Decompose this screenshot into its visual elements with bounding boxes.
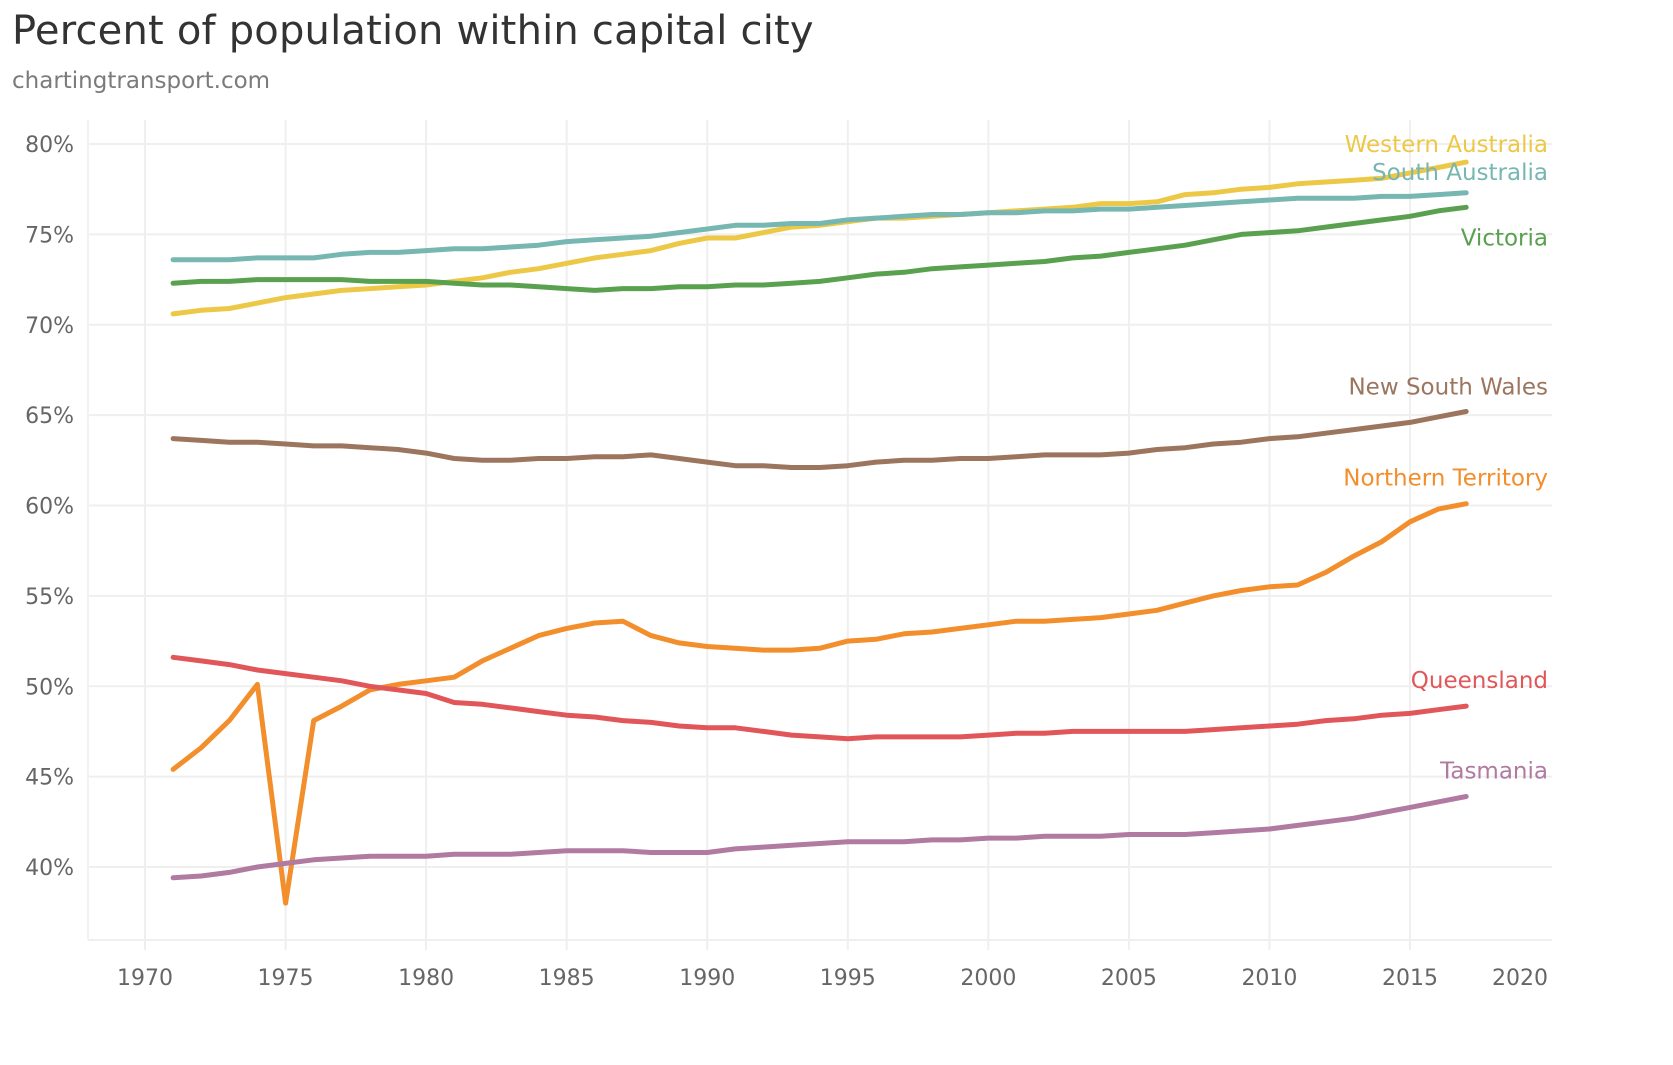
x-tick-label: 2000 bbox=[960, 966, 1016, 991]
x-tick-label: 1980 bbox=[398, 966, 454, 991]
y-tick-label: 45% bbox=[25, 766, 74, 791]
x-tick-label: 2010 bbox=[1241, 966, 1297, 991]
series-line-tasmania bbox=[170, 794, 1469, 881]
x-tick-label: 2015 bbox=[1382, 966, 1438, 991]
series-label-tasmania: Tasmania bbox=[1439, 759, 1548, 785]
series-lines bbox=[170, 159, 1469, 906]
y-tick-label: 55% bbox=[25, 585, 74, 610]
y-tick-label: 80% bbox=[25, 133, 74, 158]
series-line-new-south-wales bbox=[170, 409, 1469, 470]
series-line-victoria bbox=[170, 204, 1469, 293]
x-tick-label: 1995 bbox=[820, 966, 876, 991]
y-tick-label: 40% bbox=[25, 856, 74, 881]
chart-title: Percent of population within capital cit… bbox=[12, 8, 814, 54]
x-tick-label: 2020 bbox=[1492, 966, 1548, 991]
x-tick-label: 1985 bbox=[539, 966, 595, 991]
y-axis: 40% 45% 50% 55% 60% 65% 70% 75% 80% bbox=[25, 133, 74, 881]
y-tick-label: 65% bbox=[25, 404, 74, 429]
x-tick-label: 1990 bbox=[679, 966, 735, 991]
x-tick-label: 2005 bbox=[1101, 966, 1157, 991]
x-tick-label: 1975 bbox=[258, 966, 314, 991]
y-tick-label: 50% bbox=[25, 675, 74, 700]
series-line-queensland bbox=[170, 654, 1469, 742]
series-label-western-australia: Western Australia bbox=[1345, 132, 1548, 158]
series-label-south-australia: South Australia bbox=[1372, 160, 1548, 186]
gridlines bbox=[87, 120, 1552, 950]
y-tick-label: 60% bbox=[25, 495, 74, 520]
y-tick-label: 75% bbox=[25, 223, 74, 248]
y-tick-label: 70% bbox=[25, 314, 74, 339]
series-label-northern-territory: Northern Territory bbox=[1343, 466, 1548, 492]
x-tick-label: 1970 bbox=[117, 966, 173, 991]
series-line-western-australia bbox=[170, 159, 1469, 317]
series-line-south-australia bbox=[170, 190, 1469, 263]
series-label-victoria: Victoria bbox=[1461, 225, 1548, 251]
chart-subtitle: chartingtransport.com bbox=[12, 68, 271, 94]
x-axis: 1970 1975 1980 1985 1990 1995 2000 2005 2010 2015… bbox=[117, 966, 1548, 991]
series-label-new-south-wales: New South Wales bbox=[1348, 375, 1548, 401]
series-label-queensland: Queensland bbox=[1411, 668, 1548, 694]
